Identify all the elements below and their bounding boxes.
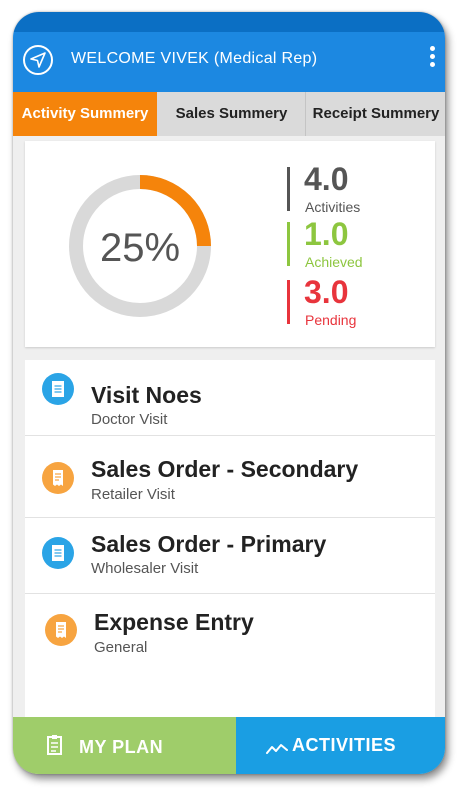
stat-value: 3.0 xyxy=(304,274,349,310)
receipt-icon xyxy=(42,462,74,494)
stat-bar xyxy=(287,222,290,266)
activities-label: ACTIVITIES xyxy=(292,735,397,755)
progress-percent: 25% xyxy=(100,226,180,270)
progress-donut: 25% xyxy=(69,175,211,317)
tab-activity-summery[interactable]: Activity Summery xyxy=(13,92,157,136)
list-item-title: Expense Entry xyxy=(94,609,254,635)
more-vertical-icon[interactable] xyxy=(427,46,437,76)
list-item-expense-entry[interactable]: Expense Entry General xyxy=(25,594,435,669)
stat-label: Activities xyxy=(305,199,361,215)
donut-progress-arc xyxy=(69,175,211,317)
tab-receipt-summery[interactable]: Receipt Summery xyxy=(305,92,445,136)
activity-pulse-icon xyxy=(266,739,288,760)
list-item-sales-order-secondary[interactable]: Sales Order - Secondary Retailer Visit xyxy=(25,442,435,518)
my-plan-label: MY PLAN xyxy=(79,737,164,757)
status-bar xyxy=(13,12,445,32)
document-icon xyxy=(42,537,74,569)
stat-bar xyxy=(287,167,290,211)
list-item-title: Sales Order - Primary xyxy=(91,531,327,557)
stat-label: Achieved xyxy=(305,254,363,270)
stat-bar xyxy=(287,280,290,324)
app-bar: WELCOME VIVEK (Medical Rep) xyxy=(13,32,445,92)
list-item-title: Sales Order - Secondary xyxy=(91,456,359,482)
list-item-subtitle: General xyxy=(94,639,148,656)
document-icon xyxy=(42,373,74,405)
stat-label: Pending xyxy=(305,312,357,328)
bottom-bar: MY PLAN ACTIVITIES xyxy=(13,717,445,774)
stat-value: 4.0 xyxy=(304,161,349,197)
clipboard-list-icon xyxy=(45,734,65,761)
receipt-icon xyxy=(45,614,77,646)
list-item-subtitle: Doctor Visit xyxy=(91,411,168,428)
app-title: WELCOME VIVEK (Medical Rep) xyxy=(71,50,318,67)
tab-bar: Activity Summery Sales Summery Receipt S… xyxy=(13,92,445,136)
my-plan-button[interactable]: MY PLAN xyxy=(13,717,236,774)
phone-frame: WELCOME VIVEK (Medical Rep) Activity Sum… xyxy=(13,12,445,774)
activity-list: Visit Noes Doctor Visit Sales Order - Se… xyxy=(25,360,435,720)
navigation-icon[interactable] xyxy=(23,45,53,75)
list-item-subtitle: Wholesaler Visit xyxy=(91,560,199,577)
tab-sales-summery[interactable]: Sales Summery xyxy=(175,105,288,122)
activity-summary-card: 25% 4.0 Activities 1.0 Achieved 3.0 Pend… xyxy=(25,141,435,347)
list-item-subtitle: Retailer Visit xyxy=(91,486,175,503)
stat-value: 1.0 xyxy=(304,216,349,252)
list-item-title: Visit Noes xyxy=(91,382,202,408)
list-item-sales-order-primary[interactable]: Sales Order - Primary Wholesaler Visit xyxy=(25,518,435,594)
list-item-visit-noes[interactable]: Visit Noes Doctor Visit xyxy=(25,360,435,436)
activities-button[interactable]: ACTIVITIES xyxy=(236,717,445,774)
